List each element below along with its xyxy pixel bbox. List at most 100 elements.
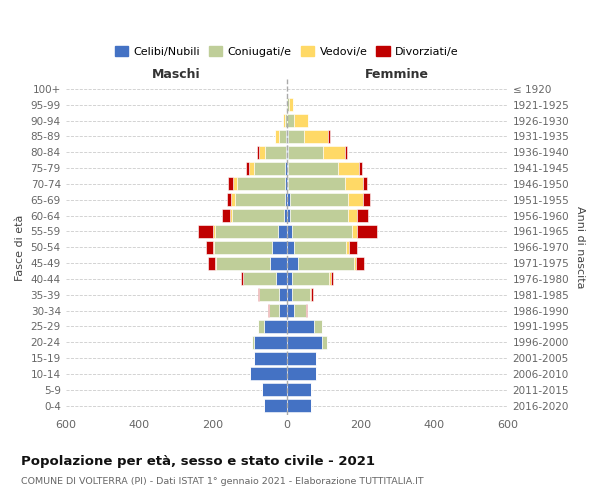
Bar [287, 225, 292, 238]
Bar [290, 209, 348, 222]
Bar [287, 304, 294, 317]
Bar [358, 225, 377, 238]
Bar [288, 178, 345, 190]
Bar [259, 320, 264, 333]
Bar [294, 114, 308, 127]
Bar [345, 146, 347, 159]
Bar [288, 162, 338, 174]
Bar [314, 320, 322, 333]
Bar [287, 241, 294, 254]
Bar [294, 241, 346, 254]
Bar [356, 256, 364, 270]
Bar [206, 241, 212, 254]
Bar [259, 288, 278, 302]
Bar [269, 304, 278, 317]
Bar [287, 288, 292, 302]
Bar [322, 336, 327, 349]
Bar [232, 194, 235, 206]
Bar [287, 256, 298, 270]
Bar [287, 146, 288, 159]
Bar [265, 146, 286, 159]
Bar [254, 336, 287, 349]
Bar [348, 209, 358, 222]
Text: Maschi: Maschi [152, 68, 200, 81]
Bar [354, 256, 356, 270]
Bar [287, 272, 292, 285]
Bar [352, 225, 358, 238]
Bar [287, 368, 316, 380]
Bar [285, 194, 287, 206]
Bar [358, 209, 368, 222]
Bar [292, 288, 310, 302]
Bar [348, 194, 364, 206]
Bar [243, 272, 275, 285]
Bar [250, 368, 287, 380]
Bar [235, 194, 285, 206]
Legend: Celibi/Nubili, Coniugati/e, Vedovi/e, Divorziati/e: Celibi/Nubili, Coniugati/e, Vedovi/e, Di… [110, 42, 463, 61]
Bar [222, 209, 230, 222]
Bar [310, 288, 311, 302]
Bar [287, 209, 290, 222]
Bar [286, 98, 287, 112]
Bar [214, 241, 272, 254]
Bar [254, 162, 285, 174]
Bar [331, 272, 333, 285]
Bar [290, 194, 348, 206]
Bar [278, 288, 287, 302]
Bar [246, 162, 249, 174]
Bar [298, 256, 354, 270]
Bar [287, 162, 288, 174]
Bar [228, 178, 233, 190]
Bar [329, 272, 331, 285]
Bar [215, 225, 278, 238]
Bar [286, 130, 287, 143]
Bar [287, 130, 288, 143]
Bar [364, 194, 370, 206]
Bar [328, 130, 330, 143]
Bar [288, 130, 304, 143]
Bar [208, 256, 215, 270]
Bar [252, 336, 254, 349]
Bar [259, 146, 265, 159]
Bar [359, 162, 362, 174]
Bar [215, 256, 270, 270]
Bar [264, 320, 287, 333]
Bar [287, 352, 316, 364]
Bar [270, 256, 287, 270]
Text: Popolazione per età, sesso e stato civile - 2021: Popolazione per età, sesso e stato civil… [21, 455, 375, 468]
Bar [263, 399, 287, 412]
Bar [232, 209, 284, 222]
Bar [275, 272, 287, 285]
Bar [287, 194, 290, 206]
Bar [262, 384, 287, 396]
Bar [279, 130, 286, 143]
Bar [197, 225, 213, 238]
Bar [287, 98, 289, 112]
Bar [304, 130, 328, 143]
Bar [345, 178, 362, 190]
Bar [286, 146, 287, 159]
Bar [275, 130, 279, 143]
Bar [287, 178, 288, 190]
Bar [288, 146, 323, 159]
Bar [289, 98, 293, 112]
Bar [278, 225, 287, 238]
Bar [227, 194, 232, 206]
Bar [284, 209, 287, 222]
Bar [230, 209, 232, 222]
Bar [268, 304, 269, 317]
Bar [241, 272, 243, 285]
Text: COMUNE DI VOLTERRA (PI) - Dati ISTAT 1° gennaio 2021 - Elaborazione TUTTITALIA.I: COMUNE DI VOLTERRA (PI) - Dati ISTAT 1° … [21, 476, 424, 486]
Bar [287, 384, 311, 396]
Bar [212, 241, 214, 254]
Bar [254, 352, 287, 364]
Bar [278, 304, 287, 317]
Bar [292, 225, 352, 238]
Bar [285, 114, 287, 127]
Bar [306, 304, 307, 317]
Bar [272, 241, 287, 254]
Text: Femmine: Femmine [365, 68, 429, 81]
Bar [362, 178, 367, 190]
Bar [311, 288, 313, 302]
Bar [287, 114, 294, 127]
